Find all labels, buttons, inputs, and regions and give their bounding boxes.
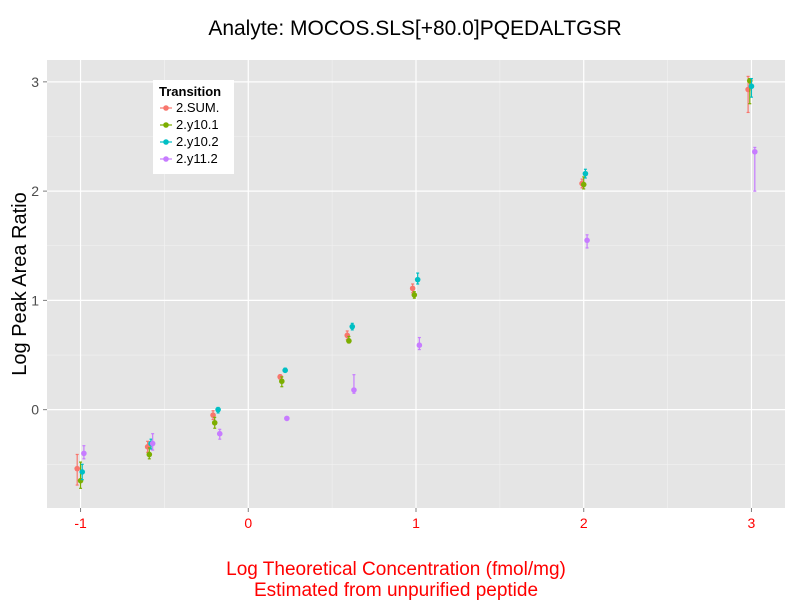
legend-label: 2.y10.2 bbox=[176, 134, 219, 149]
data-point bbox=[149, 440, 156, 447]
chart-title: Analyte: MOCOS.SLS[+80.0]PQEDALTGSR bbox=[208, 17, 621, 40]
legend-title: Transition bbox=[159, 84, 221, 99]
y-tick-label: 2 bbox=[31, 183, 39, 199]
data-point bbox=[215, 406, 221, 413]
data-point bbox=[146, 451, 153, 458]
legend-label: 2.y11.2 bbox=[176, 151, 218, 166]
data-point bbox=[752, 148, 758, 155]
data-point bbox=[210, 412, 216, 418]
data-point bbox=[748, 83, 755, 90]
x-tick-label: 0 bbox=[244, 515, 252, 531]
legend-item: 2.y10.2 bbox=[160, 134, 219, 149]
legend-key-point bbox=[163, 139, 169, 145]
data-point bbox=[74, 465, 80, 472]
series-2 bbox=[79, 77, 755, 481]
major-gridlines bbox=[47, 60, 785, 508]
legend-label: 2.SUM. bbox=[176, 100, 219, 115]
data-point bbox=[279, 378, 285, 385]
data-point bbox=[349, 323, 356, 330]
legend-label: 2.y10.1 bbox=[176, 117, 219, 132]
x-tick-label: 2 bbox=[580, 515, 588, 531]
legend-key-point bbox=[163, 105, 169, 111]
data-point bbox=[284, 415, 290, 422]
y-tick-label: 3 bbox=[31, 74, 39, 90]
data-point bbox=[409, 285, 416, 292]
data-point bbox=[211, 419, 218, 426]
data-point bbox=[346, 338, 352, 344]
x-axis-title-line-1: Log Theoretical Concentration (fmol/mg) bbox=[226, 559, 566, 580]
x-tick-label: 1 bbox=[412, 515, 420, 531]
legend-item: 2.y11.2 bbox=[160, 151, 218, 166]
y-axis-title: Log Peak Area Ratio bbox=[9, 192, 31, 375]
data-point bbox=[81, 450, 87, 457]
legend: Transition 2.SUM. 2.y10.1 2.y10.2 2.y11.2 bbox=[153, 80, 234, 174]
data-series bbox=[74, 75, 758, 489]
x-tick-label: 3 bbox=[748, 515, 756, 531]
y-tick-label: 0 bbox=[31, 402, 39, 418]
data-point bbox=[582, 170, 589, 177]
legend-key-point bbox=[163, 156, 169, 162]
data-point bbox=[79, 469, 86, 475]
data-point bbox=[414, 276, 421, 283]
legend-key-point bbox=[163, 122, 169, 128]
data-point bbox=[416, 342, 423, 348]
legend-item: 2.y10.1 bbox=[160, 117, 219, 132]
data-point bbox=[584, 237, 590, 244]
data-point bbox=[580, 181, 587, 188]
legend-items: 2.SUM. 2.y10.1 2.y10.2 2.y11.2 bbox=[160, 100, 219, 166]
data-point bbox=[282, 367, 288, 374]
y-axis-ticks: 0 1 2 3 bbox=[31, 74, 47, 418]
x-tick-label: -1 bbox=[74, 515, 87, 531]
data-point bbox=[411, 292, 418, 298]
series-3 bbox=[81, 146, 758, 460]
x-axis-ticks: -1 0 1 2 3 bbox=[74, 508, 756, 531]
data-point bbox=[351, 387, 357, 393]
y-tick-label: 1 bbox=[31, 292, 39, 308]
x-axis-title-line-2: Estimated from unpurified peptide bbox=[254, 580, 538, 600]
data-point bbox=[216, 430, 223, 437]
legend-item: 2.SUM. bbox=[160, 100, 219, 115]
